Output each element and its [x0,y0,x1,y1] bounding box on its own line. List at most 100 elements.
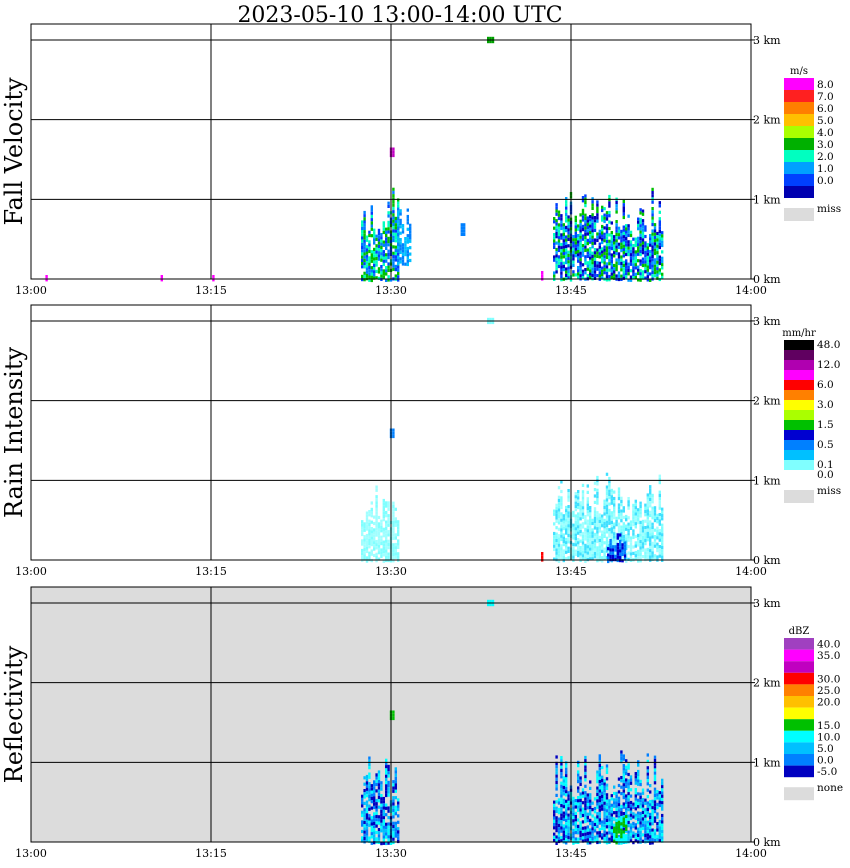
echo-pixel [401,230,405,234]
echo-pixel [584,261,587,265]
echo-pixel [560,553,563,558]
echo-pixel [651,822,654,826]
echo-pixel [560,262,563,266]
echo-pixel [394,767,397,771]
echo-pixel [605,543,609,547]
echo-pixel [644,276,647,280]
echo-pixel [579,232,582,236]
echo-pixel [613,500,616,504]
echo-pixel [394,786,397,790]
echo-pixel [385,761,388,766]
echo-pixel [651,828,654,832]
echo-pixel [634,509,637,513]
echo-pixel [653,267,657,272]
echo-pixel [639,540,642,544]
echo-pixel [577,828,580,832]
echo-pixel [555,209,558,213]
echo-pixel [562,830,565,834]
echo-pixel [613,830,616,834]
echo-pixel [649,491,652,495]
echo-pixel [605,507,609,512]
echo-pixel [601,546,604,550]
echo-pixel [584,213,587,217]
echo-pixel [658,223,661,227]
echo-pixel [584,204,587,208]
echo-pixel [608,258,611,263]
echo-pixel [598,786,601,790]
echo-pixel [377,238,381,242]
echo-pixel [651,525,654,529]
echo-pixel [387,764,390,768]
echo-pixel [394,255,397,259]
legend-swatch [784,765,814,778]
echo-pixel [368,538,371,542]
echo-pixel [368,259,371,263]
echo-pixel [560,534,563,538]
echo-pixel [639,520,642,524]
echo-pixel [562,248,565,252]
echo-pixel [380,271,383,275]
echo-pixel [392,206,395,211]
echo-pixel [567,508,570,512]
echo-pixel [368,230,371,234]
echo-pixel [577,538,580,542]
echo-pixel [572,533,575,537]
echo-pixel [363,776,366,780]
echo-pixel [634,797,637,801]
echo-pixel [661,542,664,546]
echo-pixel [574,818,577,822]
echo-pixel [375,485,378,489]
echo-pixel [613,817,616,821]
echo-pixel [620,239,623,243]
echo-pixel [589,272,592,276]
echo-pixel [589,531,592,535]
echo-pixel [375,798,378,803]
echo-pixel [625,794,628,798]
echo-pixel [565,197,568,201]
echo-pixel [646,759,649,763]
echo-pixel [572,260,575,264]
echo-pixel [385,758,388,762]
echo-pixel [637,246,640,250]
echo-pixel [614,548,617,552]
echo-pixel [639,549,642,553]
echo-pixel [385,825,388,830]
echo-pixel [392,517,395,521]
echo-pixel [579,248,582,252]
echo-pixel [579,267,582,271]
echo-pixel [579,539,582,543]
echo-pixel [639,527,642,531]
echo-pixel [620,528,623,532]
echo-pixel [387,256,390,260]
echo-pixel [382,262,385,267]
echo-pixel [656,238,659,242]
echo-pixel [394,555,397,559]
echo-pixel [649,539,652,543]
echo-pixel [397,814,400,818]
echo-pixel [584,556,587,560]
echo-pixel [363,833,366,837]
echo-pixel [627,817,630,821]
echo-pixel [589,256,592,260]
echo-pixel [365,540,369,544]
echo-pixel [392,530,395,534]
echo-pixel [373,515,376,519]
echo-pixel [375,234,378,238]
echo-pixel [593,254,597,258]
echo-pixel [589,237,592,241]
echo-pixel [586,226,589,230]
echo-pixel [593,264,597,268]
echo-pixel [567,800,570,804]
echo-pixel [567,826,570,830]
echo-pixel [656,793,659,797]
echo-pixel [653,816,657,820]
echo-pixel [621,552,624,556]
echo-pixel [639,792,642,796]
echo-pixel [560,233,563,237]
echo-pixel [629,807,633,811]
echo-pixel [392,805,395,809]
echo-pixel [591,203,594,207]
echo-pixel [387,816,390,820]
echo-pixel [392,431,395,435]
echo-pixel [565,206,568,210]
